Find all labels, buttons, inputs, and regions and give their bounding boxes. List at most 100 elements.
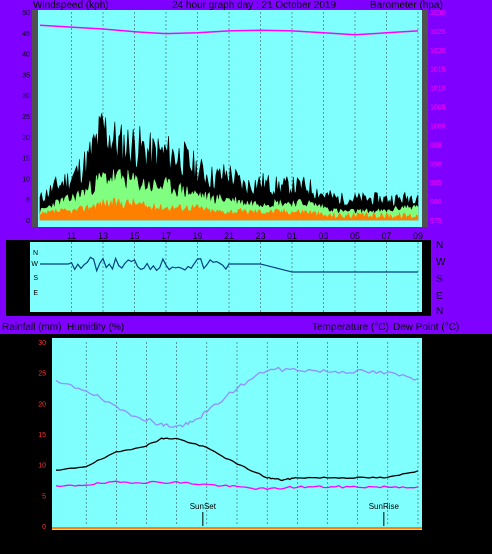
humidity-axis-title: Humidity (%)	[67, 322, 125, 333]
temperature-tick-label: 5	[428, 501, 432, 508]
direction-label-s: S	[436, 274, 443, 285]
wind-x-tick-label: 17	[161, 231, 171, 241]
temperature-tick-label: 10	[428, 478, 436, 485]
bottom-x-tick-label: 15	[141, 539, 151, 549]
wind-x-tick-label: 23	[255, 231, 265, 241]
wind-x-tick-label: 05	[350, 231, 360, 241]
wind-x-tick-label: 03	[318, 231, 328, 241]
wind-tick-label: 45	[22, 31, 30, 38]
temperature-tick-label: 15	[428, 455, 436, 462]
rainfall-tick-label: 30	[38, 340, 46, 347]
bottom-x-tick-label: 07	[383, 539, 393, 549]
direction-scale-label: E	[33, 290, 38, 297]
wind-tick-label: 15	[22, 156, 30, 163]
direction-scale-label: N	[33, 250, 38, 257]
graph-title: 24 hour graph day : 21 October 2019	[172, 0, 337, 11]
dewpoint-series	[55, 480, 419, 491]
bottom-x-tick-label: 21	[232, 539, 242, 549]
direction-series	[40, 256, 418, 273]
temperature-tick-label: 25	[428, 409, 436, 416]
wind-x-tick-label: 19	[192, 231, 202, 241]
bottom-x-tick-label: 17	[172, 539, 182, 549]
temperature-tick-label: 35	[428, 363, 436, 370]
temperature-tick-label: 30	[428, 386, 436, 393]
humidity-series	[55, 366, 419, 428]
temperature-tick-label: 20	[428, 432, 436, 439]
direction-scale-label: W	[31, 261, 38, 268]
barometer-tick-label: 995	[430, 142, 442, 149]
wind-x-tick-label: 13	[98, 231, 108, 241]
humidity-tick-label: 70	[18, 395, 26, 402]
humidity-tick-label: 90	[18, 358, 26, 365]
sunset-label: SunSet	[190, 502, 217, 511]
wind-low-series	[39, 197, 419, 221]
temperature-axis-title: Temperature (°C)	[312, 322, 389, 333]
bottom-x-tick-label: 03	[322, 539, 332, 549]
temperature-tick-label: 40	[428, 340, 436, 347]
bottom-x-tick-label: 09	[413, 539, 423, 549]
rainfall-tick-label: 5	[42, 493, 46, 500]
humidity-tick-label: 0	[22, 524, 26, 531]
direction-plot	[30, 242, 422, 312]
barometer-axis-strip	[422, 10, 428, 227]
humidity-tick-label: 40	[18, 450, 26, 457]
rainfall-tick-label: 15	[38, 432, 46, 439]
rainfall-tick-label: 0	[42, 524, 46, 531]
bottom-x-tick-label: 05	[353, 539, 363, 549]
barometer-tick-label: 1000	[430, 123, 446, 130]
dewpoint-axis-title: Dew Point (°C)	[393, 322, 460, 333]
humidity-tick-label: 30	[18, 469, 26, 476]
wind-tick-label: 10	[22, 176, 30, 183]
wind-x-tick-label: 21	[224, 231, 234, 241]
wind-x-tick-label: 07	[381, 231, 391, 241]
wind-x-tick-label: 15	[129, 231, 139, 241]
wind-tick-label: 30	[22, 93, 30, 100]
barometer-series	[39, 24, 419, 36]
rainfall-tick-label: 20	[38, 401, 46, 408]
wind-tick-label: 50	[22, 10, 30, 17]
barometer-tick-label: 975	[430, 218, 442, 225]
wind-tick-label: 40	[22, 52, 30, 59]
wind-tick-label: 0	[26, 218, 30, 225]
wind-tick-label: 25	[22, 114, 30, 121]
barometer-tick-label: 980	[430, 199, 442, 206]
temperature-tick-label: 0	[428, 524, 432, 531]
wind-x-tick-label: 09	[413, 231, 423, 241]
barometer-tick-label: 1010	[430, 86, 446, 93]
bottom-x-tick-label: 01	[292, 539, 302, 549]
barometer-tick-label: 990	[430, 161, 442, 168]
temperature-series	[55, 437, 419, 482]
bottom-x-tick-label: 19	[202, 539, 212, 549]
direction-label-e: E	[436, 291, 443, 302]
direction-scale-label: S	[33, 275, 38, 282]
barometer-tick-label: 1030	[430, 10, 446, 17]
direction-label-n-bottom: N	[436, 306, 444, 317]
humidity-tick-label: 100	[14, 340, 26, 347]
wind-axis-strip	[32, 10, 38, 227]
rainfall-tick-label: 25	[38, 371, 46, 378]
humidity-tick-label: 20	[18, 487, 26, 494]
direction-label-w: W	[436, 257, 446, 268]
sunrise-label: SunRise	[369, 502, 400, 511]
barometer-tick-label: 1015	[430, 67, 446, 74]
bottom-x-tick-label: 13	[111, 539, 121, 549]
barometer-axis-title: Barometer (hpa)	[370, 0, 443, 11]
bottom-x-tick-label: 23	[262, 539, 272, 549]
wind-x-tick-label: 01	[287, 231, 297, 241]
wind-tick-label: 35	[22, 72, 30, 79]
humidity-tick-label: 50	[18, 432, 26, 439]
humidity-tick-label: 10	[18, 506, 26, 513]
wind-tick-label: 5	[26, 197, 30, 204]
windspeed-axis-title: Windspeed (kph)	[33, 0, 109, 11]
rainfall-tick-label: 10	[38, 463, 46, 470]
humidity-tick-label: 80	[18, 377, 26, 384]
direction-label-n: N	[436, 240, 444, 251]
barometer-tick-label: 1020	[430, 48, 446, 55]
rainfall-axis-title: Rainfall (mm)	[2, 322, 62, 333]
bottom-x-tick-label: 11	[81, 539, 90, 549]
barometer-tick-label: 1025	[430, 29, 446, 36]
wind-x-tick-label: 11	[67, 231, 76, 241]
humidity-tick-label: 60	[18, 414, 26, 421]
barometer-tick-label: 985	[430, 180, 442, 187]
